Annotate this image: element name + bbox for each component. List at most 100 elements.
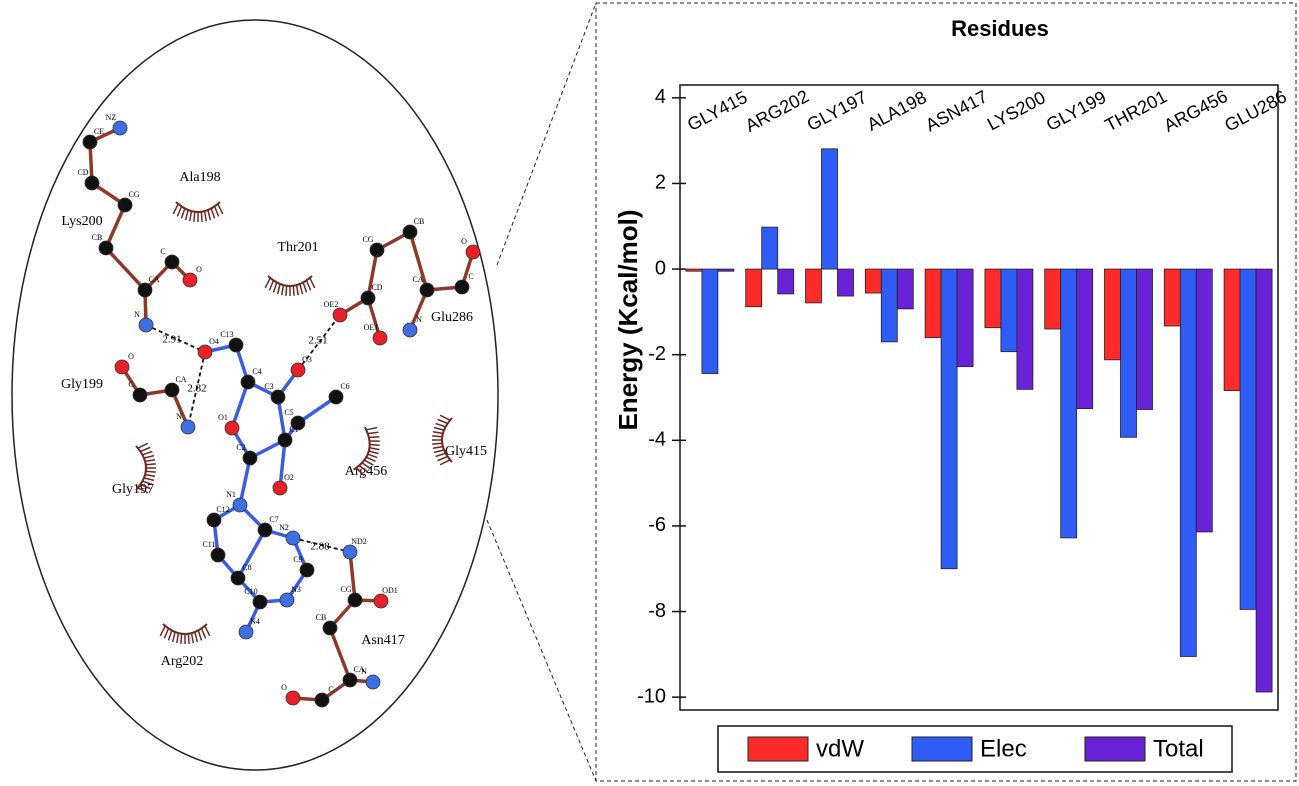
atom-label: CB	[92, 233, 103, 242]
atom-label: N	[176, 412, 182, 421]
arc-spoke	[163, 628, 170, 639]
arc-spoke	[140, 483, 151, 490]
atom-label: OD1	[382, 586, 398, 595]
atom	[224, 420, 240, 436]
legend-swatch	[747, 736, 809, 762]
bar	[1239, 268, 1257, 610]
y-tick-label: -6	[648, 514, 666, 536]
atom-label: N	[361, 667, 367, 676]
atom-label: C	[128, 380, 133, 389]
atom-label: O1	[218, 413, 228, 422]
zoom-line	[496, 2, 597, 266]
arc-spoke	[437, 455, 448, 462]
arc-spoke	[439, 459, 451, 466]
atom-label: C3	[264, 382, 273, 391]
y-axis-label: Energy (Kcal/mol)	[613, 209, 643, 430]
arc-spoke	[367, 453, 378, 459]
arc-spoke	[190, 632, 194, 644]
legend-label: Total	[1153, 735, 1204, 762]
bond	[236, 529, 267, 579]
arc-spoke	[299, 283, 304, 295]
atom	[402, 224, 418, 240]
x-tick-label: ARG202	[742, 86, 812, 136]
arc	[162, 623, 208, 635]
h-bond	[297, 314, 341, 371]
atom	[342, 672, 358, 688]
arc-spoke	[433, 426, 445, 431]
arc-spoke	[193, 211, 196, 222]
legend-label: Elec	[980, 735, 1027, 762]
arc-spoke	[285, 285, 288, 296]
bond	[297, 395, 337, 425]
arc-spoke	[189, 210, 193, 222]
atom	[419, 282, 435, 298]
atom-label: CG	[340, 585, 351, 594]
arc-spoke	[369, 443, 380, 447]
zoom-line	[486, 519, 597, 782]
atom	[372, 330, 388, 346]
bar	[864, 268, 882, 294]
arc-spoke	[369, 447, 380, 451]
plot-frame	[679, 84, 1279, 711]
arc-spoke	[432, 442, 443, 445]
bar	[896, 268, 914, 310]
atom	[98, 240, 114, 256]
arc-spoke	[435, 422, 446, 428]
atom	[252, 594, 268, 610]
bond	[238, 457, 252, 506]
distance-label: 2.51	[308, 335, 327, 347]
arc-spoke	[137, 442, 149, 449]
distance-label: 2.91	[162, 334, 181, 346]
atom-label: C9	[293, 555, 302, 564]
bar	[701, 268, 719, 374]
bar	[940, 268, 958, 570]
atom	[465, 244, 481, 260]
arc-spoke	[187, 633, 190, 644]
bond	[278, 439, 287, 489]
atom-label: C7	[269, 515, 278, 524]
bar	[745, 268, 763, 308]
atom	[360, 290, 376, 306]
arc-spoke	[180, 633, 183, 644]
atom-label: CA	[175, 375, 186, 384]
atom	[206, 512, 222, 528]
atom-label: CB	[414, 217, 425, 226]
atom	[240, 374, 256, 390]
atom	[137, 282, 153, 298]
atom	[197, 344, 213, 360]
bar	[717, 268, 735, 272]
atom-label: N4	[250, 617, 260, 626]
bar	[1179, 268, 1197, 657]
arc-spoke	[144, 473, 156, 477]
arc-spoke	[137, 487, 149, 494]
atom	[332, 307, 348, 323]
arc-spoke	[432, 431, 444, 435]
atom	[373, 593, 389, 609]
arc-spoke	[142, 480, 153, 486]
y-tick-label: -2	[648, 343, 666, 365]
atom-label: CG	[128, 190, 139, 199]
hydrophobic-arc	[172, 201, 224, 222]
atom	[228, 337, 244, 353]
arc-spoke	[439, 414, 451, 421]
hydrophobic-arc	[159, 623, 211, 644]
bar-chart: Residues Energy (Kcal/mol) -10 -8 -6 -4 -2 0 2…	[613, 16, 1290, 773]
atom-label: CD	[77, 168, 88, 177]
bar	[1223, 268, 1241, 392]
arc-spoke	[184, 209, 189, 221]
arc-spoke	[369, 440, 380, 442]
residue-label: Gly197	[112, 482, 154, 497]
atom	[257, 522, 273, 538]
bar	[1195, 268, 1213, 533]
atom	[402, 322, 418, 338]
y-tick-label: -10	[637, 685, 666, 707]
arc-spoke	[272, 282, 278, 293]
residue-label: Asn417	[361, 633, 405, 648]
atom-label: C11	[202, 540, 215, 549]
arc-spoke	[213, 206, 220, 217]
atom	[230, 570, 246, 586]
distance-label: 2.88	[310, 541, 330, 553]
atom	[454, 279, 470, 295]
atom-label: NZ	[106, 113, 117, 122]
